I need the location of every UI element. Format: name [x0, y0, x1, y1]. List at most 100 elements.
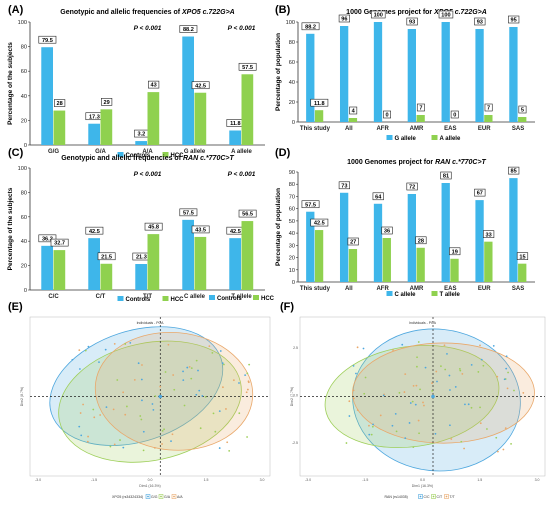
bar-hcc [100, 263, 113, 290]
x-tick-label: 1.5 [204, 478, 209, 482]
data-label-box [191, 81, 210, 90]
data-label: 57.5 [305, 202, 316, 208]
scatter-point [345, 442, 348, 444]
pca-panel-0: (E) Individuals - PCA -3.0 -1.5 0.0 1.5 3.0 Dim… [8, 301, 271, 499]
scatter-point [223, 363, 225, 366]
scatter-point [391, 424, 394, 427]
scatter-point [197, 369, 199, 372]
data-label-box [148, 80, 160, 89]
title-prefix: 1000 Genomes project for [346, 9, 434, 16]
bar-t-allele [382, 238, 391, 282]
data-label-box [338, 181, 350, 190]
legend-label: A allele [440, 136, 461, 142]
x-tick-label: SAS [512, 286, 524, 292]
x-tick-label: AFR [376, 286, 389, 292]
p-value: P < 0.001 [134, 25, 162, 32]
scatter-point [504, 427, 507, 430]
scatter-point [371, 425, 374, 428]
scatter-point [404, 437, 407, 440]
scatter-point [78, 368, 81, 370]
data-label: 32.7 [54, 241, 65, 247]
data-label-box [438, 10, 454, 19]
data-label-box [416, 103, 425, 112]
bar-controls [88, 123, 100, 145]
legend-swatch [117, 152, 124, 157]
data-label: 21.5 [101, 254, 112, 260]
bar-g-allele [306, 33, 315, 122]
scatter-point [458, 368, 461, 370]
scatter-point [513, 389, 515, 392]
scatter-point [211, 351, 214, 354]
data-label-box [101, 98, 113, 106]
bar-panel-0: (A) Genotypic and allelic frequencies of … [7, 4, 265, 159]
x-tick-label: G/G [48, 149, 59, 155]
data-label-box [238, 62, 257, 71]
data-label: 100 [374, 13, 383, 19]
scatter-point [245, 391, 248, 394]
title-gene: XPO5 c.722G>A [181, 9, 235, 16]
legend-swatch [162, 296, 169, 301]
bar-hcc [241, 74, 254, 145]
y-tick-label: 2.5 [293, 346, 298, 350]
scatter-point [142, 430, 145, 433]
x-tick-label: AFR [376, 126, 389, 132]
scatter-point [477, 371, 480, 373]
pca-panel-1: (F) Individuals - PCA -3.0 -1.5 0.0 1.5 3.0 2.5… [280, 301, 546, 499]
scatter-point [244, 374, 247, 377]
x-tick-label: -3.0 [35, 478, 41, 482]
legend-label: T allele [440, 292, 461, 298]
scatter-point [172, 374, 175, 376]
data-label: 93 [477, 20, 483, 26]
data-label: 21.3 [136, 255, 147, 261]
scatter-point [182, 370, 184, 373]
scatter-point [232, 379, 235, 382]
scatter-point [370, 433, 373, 436]
data-label: 43.5 [195, 228, 206, 234]
data-label-box [518, 105, 527, 114]
data-label: 79.5 [42, 38, 53, 44]
scatter-point [142, 449, 145, 452]
bar-c-allele [509, 178, 518, 282]
data-label-box [406, 17, 418, 26]
data-label: 17.3 [89, 114, 100, 120]
p-value: P < 0.001 [134, 171, 162, 178]
scatter-point [416, 365, 418, 368]
data-label: 72 [409, 185, 415, 191]
pca-title: Individuals - PCA [409, 321, 437, 325]
scatter-point [208, 345, 211, 348]
x-tick-label: EAS [444, 126, 456, 132]
bar-controls [182, 219, 194, 290]
scatter-point [78, 425, 81, 428]
scatter-point [112, 408, 115, 411]
x-tick-label: T/T [143, 294, 152, 300]
scatter-point [190, 377, 193, 380]
scatter-point [129, 341, 132, 344]
scatter-point [435, 370, 438, 373]
confidence-ellipse [58, 340, 242, 463]
scatter-point [86, 440, 89, 443]
scatter-point [195, 393, 198, 396]
data-label: 5 [521, 108, 524, 114]
legend-swatch [162, 152, 169, 157]
y-tick-label: 60 [289, 60, 295, 66]
scatter-point [140, 418, 143, 421]
x-tick-label: G allele [184, 149, 206, 155]
bar-c-allele [407, 194, 416, 282]
data-label: 15 [519, 254, 525, 260]
bar-controls [41, 245, 53, 290]
scatter-point [99, 414, 102, 416]
x-tick-label: -3.0 [305, 478, 311, 482]
y-tick-label: 0.0 [293, 394, 298, 398]
bar-controls [41, 47, 53, 146]
scatter-point [352, 389, 355, 392]
y-tick-label: 20 [21, 264, 27, 270]
scatter-point [440, 365, 442, 368]
scatter-point [228, 449, 231, 452]
panel-letter: (D) [275, 147, 291, 159]
x-tick-label: EUR [478, 286, 491, 292]
data-label: 88.2 [183, 27, 194, 33]
data-label: 36 [384, 229, 390, 235]
scatter-point [503, 378, 506, 381]
bar-g-allele [509, 27, 518, 122]
scatter-point [415, 384, 418, 387]
